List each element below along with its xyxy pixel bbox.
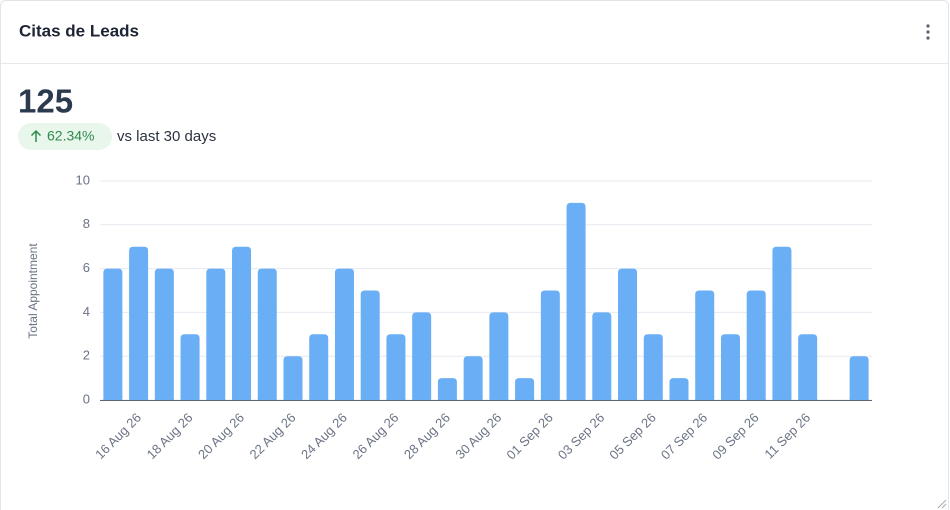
kpi-comparison: vs last 30 days [117, 128, 216, 145]
bar [720, 334, 740, 400]
bar [669, 378, 689, 400]
bar [412, 312, 432, 400]
bar [360, 290, 380, 400]
bar [232, 246, 252, 400]
bar [437, 378, 457, 400]
bar [257, 268, 277, 400]
bar [463, 356, 483, 400]
bar [592, 312, 612, 400]
bar [540, 290, 560, 400]
bar [746, 290, 766, 400]
bar [695, 290, 715, 400]
bar [309, 334, 329, 400]
y-tick-label: 6 [83, 260, 90, 275]
y-tick-label: 8 [83, 216, 90, 231]
bar [772, 246, 792, 400]
change-pill [18, 123, 112, 150]
bar [283, 356, 303, 400]
resize-handle [937, 499, 947, 509]
bar [643, 334, 663, 400]
bar [129, 246, 149, 400]
bar [103, 268, 123, 400]
bar [334, 268, 354, 400]
kpi-change: 62.34% [47, 128, 94, 144]
bar [154, 268, 174, 400]
bar [206, 268, 226, 400]
y-axis-title: Total Appointment [26, 243, 40, 339]
menu-button[interactable] [926, 24, 930, 40]
bar [849, 356, 869, 400]
kpi-value: 125 [18, 83, 73, 120]
bar [386, 334, 406, 400]
y-tick-label: 10 [76, 172, 90, 187]
y-tick-label: 2 [83, 348, 90, 363]
up-arrow [30, 129, 42, 142]
bar [489, 312, 509, 400]
y-tick-label: 0 [83, 391, 90, 406]
bar [798, 334, 818, 400]
bar [566, 202, 586, 400]
bar [180, 334, 200, 400]
card-title: Citas de Leads [19, 21, 139, 40]
bar [618, 268, 638, 400]
bar [515, 378, 535, 400]
y-tick-label: 4 [83, 304, 90, 319]
